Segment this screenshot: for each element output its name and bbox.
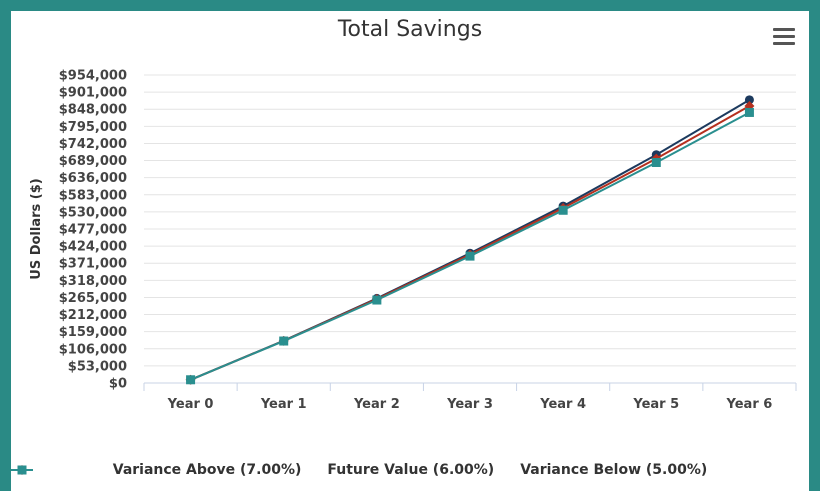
data-point [465,251,475,261]
data-point [279,336,289,346]
y-tick-label: $742,000 [59,137,127,152]
legend-symbol-icon [11,465,33,475]
legend-item[interactable]: Variance Below (5.00%) [11,462,708,478]
chart-legend: Variance Above (7.00%) Future Value (6.00… [11,462,809,478]
y-tick-label: $954,000 [59,69,127,84]
y-tick-label: $583,000 [59,188,127,203]
x-tick-label: Year 1 [260,397,307,412]
data-point [372,295,382,305]
data-point [744,107,754,117]
data-point [186,375,196,385]
y-axis-title: US Dollars ($) [29,178,44,279]
y-tick-label: $795,000 [59,120,127,135]
y-tick-label: $477,000 [59,223,127,238]
legend-label: Variance Above (7.00%) [112,462,302,478]
legend-item[interactable]: Variance Above (7.00%) [11,462,302,478]
x-tick-label: Year 6 [726,397,773,412]
chart-title: Total Savings [337,17,483,42]
y-tick-label: $53,000 [68,359,127,374]
y-tick-label: $848,000 [59,103,127,118]
y-tick-label: $689,000 [59,154,127,169]
y-tick-label: $0 [109,377,127,392]
series-line-1 [190,105,750,381]
y-tick-label: $106,000 [59,342,127,357]
data-point [744,95,754,105]
legend-label: Future Value (6.00%) [327,462,495,478]
x-tick-label: Year 2 [353,397,400,412]
chart-panel: Total Savings $0 $53,000 $106,000 $159,000 $… [11,11,809,491]
x-tick-label: Year 0 [167,397,214,412]
data-point [651,157,661,167]
y-tick-label: $318,000 [59,274,127,289]
y-tick-label: $424,000 [59,240,127,255]
y-tick-label: $212,000 [59,308,127,323]
x-tick-label: Year 4 [539,397,586,412]
series-line-0 [190,98,750,381]
y-tick-label: $901,000 [59,86,127,101]
legend-label: Variance Below (5.00%) [520,462,708,478]
y-tick-label: $265,000 [59,291,127,306]
y-tick-label: $371,000 [59,257,127,272]
y-tick-label: $530,000 [59,205,127,220]
data-point [558,205,568,215]
y-tick-label: $159,000 [59,325,127,340]
chart-menu-hamburger-icon[interactable] [773,28,795,46]
legend-item[interactable]: Future Value (6.00%) [11,462,495,478]
chart-svg: $0 $53,000 $106,000 $159,000 $212,000 $265,00… [29,69,797,412]
x-tick-label: Year 5 [632,397,679,412]
x-tick-label: Year 3 [446,397,493,412]
y-tick-label: $636,000 [59,171,127,186]
